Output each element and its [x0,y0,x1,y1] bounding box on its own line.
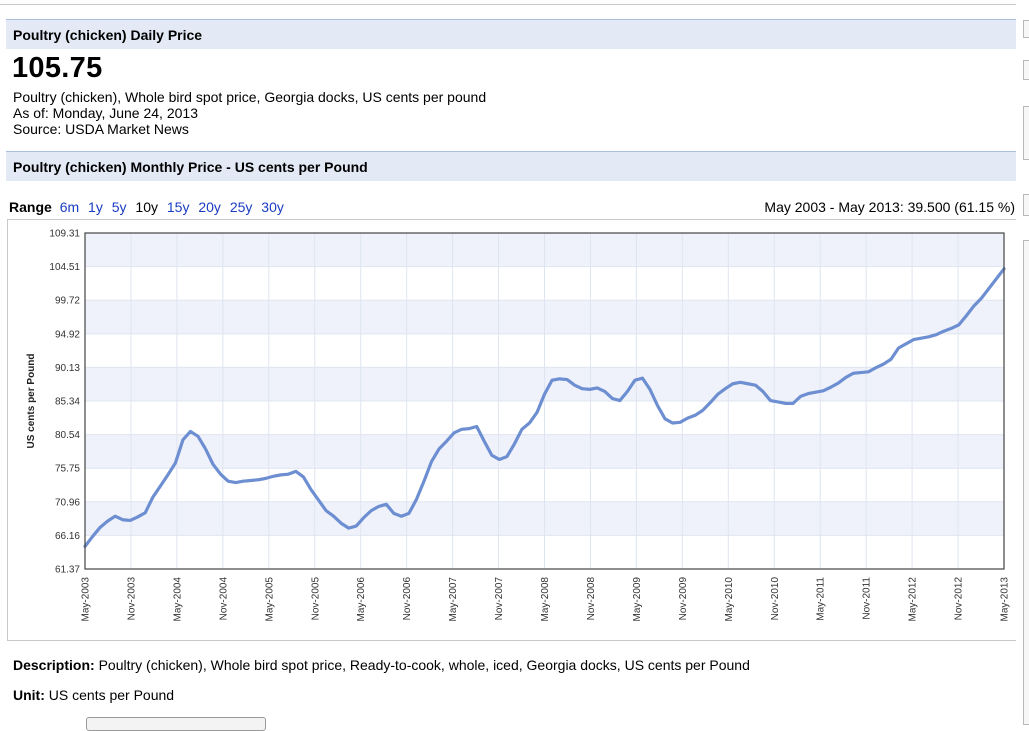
source-text: Source: USDA Market News [13,121,189,137]
x-tick-label: May-2008 [540,577,551,622]
y-tick-label: 94.92 [55,329,80,340]
y-tick-label: 109.31 [49,229,80,240]
x-tick-label: Nov-2011 [862,577,873,620]
y-tick-label: 90.13 [55,363,80,374]
x-tick-label: May-2011 [816,577,827,621]
y-tick-label: 70.96 [55,497,80,508]
monthly-price-header: Poultry (chicken) Monthly Price - US cen… [6,151,1018,181]
x-tick-label: May-2013 [1000,577,1011,622]
adjacent-panel-edge [1016,0,1029,725]
x-tick-label: Nov-2004 [218,577,229,621]
daily-price-value: 105.75 [12,52,103,84]
range-1y-link[interactable]: 1y [88,199,103,215]
x-tick-label: May-2004 [172,577,183,622]
x-tick-label: May-2005 [264,577,275,622]
range-20y-link[interactable]: 20y [198,199,221,215]
x-tick-label: Nov-2007 [494,577,505,621]
series-description: Poultry (chicken), Whole bird spot price… [13,89,487,105]
x-tick-label: Nov-2012 [954,577,965,621]
y-tick-label: 80.54 [55,430,80,441]
description-text: Poultry (chicken), Whole bird spot price… [98,657,750,673]
x-tick-label: Nov-2006 [402,577,413,621]
price-line-chart: 61.37 66.16 70.96 75.75 80.54 85.34 90.13 94.92… [26,229,1011,622]
unit-label: Unit: [13,687,45,703]
price-series-line [83,267,1006,548]
range-30y-link[interactable]: 30y [261,199,284,215]
x-tick-label: Nov-2008 [586,577,597,621]
range-5y-link[interactable]: 5y [111,199,127,215]
x-tick-label: Nov-2003 [126,577,137,621]
x-tick-label: Nov-2009 [678,577,689,621]
y-tick-label: 66.16 [55,531,80,542]
x-tick-label: May-2012 [908,577,919,622]
range-15y-link[interactable]: 15y [166,199,190,215]
y-tick-label: 85.34 [55,397,80,408]
range-25y-link[interactable]: 25y [229,199,253,215]
y-tick-label: 104.51 [49,262,80,273]
x-tick-label: May-2009 [632,577,643,622]
y-tick-label: 75.75 [55,464,80,475]
description-label: Description: [13,657,95,673]
y-tick-label: 61.37 [55,565,80,576]
range-summary: May 2003 - May 2013: 39.500 (61.15 %) [764,199,1015,215]
chart-frame: 61.37 66.16 70.96 75.75 80.54 85.34 90.13 94.92… [7,219,1018,641]
top-rule [0,4,1029,5]
x-tick-label: Nov-2005 [310,577,321,621]
daily-price-header: Poultry (chicken) Daily Price [6,19,1018,49]
select-dropdown[interactable] [86,717,266,731]
y-axis-label: US cents per Pound [26,353,37,448]
x-tick-label: Nov-2010 [770,577,781,621]
range-selector: Range 6m 1y 5y 10y 15y 20y 25y 30y [9,199,289,215]
range-6m-link[interactable]: 6m [59,199,80,215]
y-tick-label: 99.72 [55,296,80,307]
plot-border [84,232,1005,570]
x-tick-label: May-2006 [356,577,367,622]
x-tick-label: May-2010 [724,577,735,622]
x-tick-label: May-2003 [81,577,92,622]
x-tick-label: May-2007 [448,577,459,622]
range-10y-current: 10y [135,199,158,215]
unit-row: Unit: US cents per Pound [13,687,174,703]
unit-text: US cents per Pound [48,687,175,703]
range-label: Range [9,199,52,215]
description-row: Description: Poultry (chicken), Whole bi… [13,657,750,673]
as-of-date: As of: Monday, June 24, 2013 [13,105,198,121]
